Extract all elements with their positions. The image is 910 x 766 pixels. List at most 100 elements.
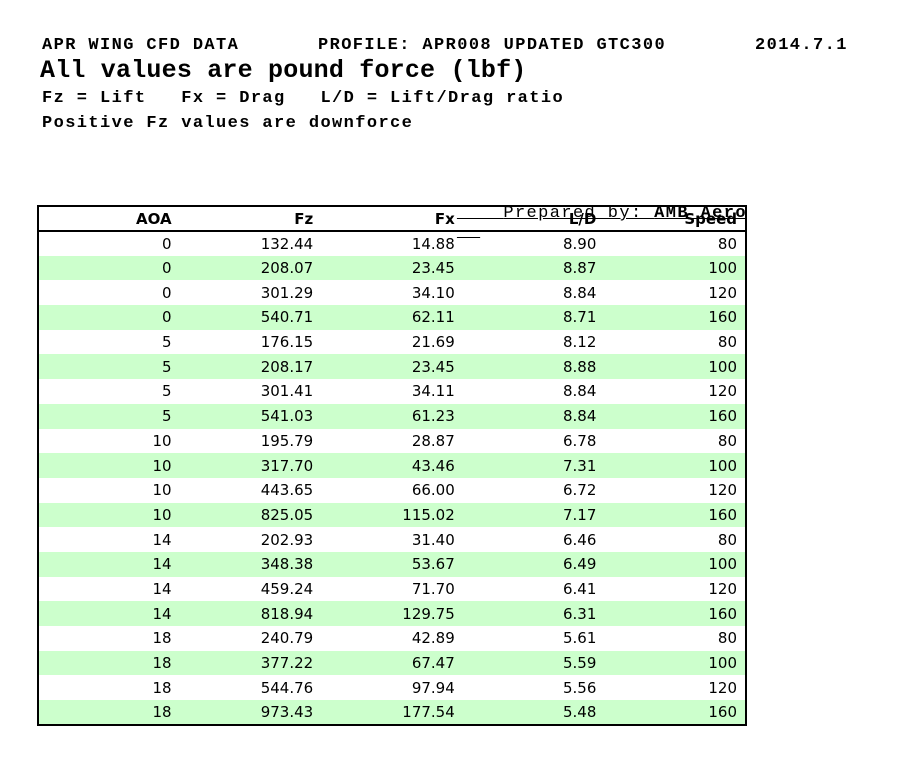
cell-fx: 21.69: [411, 333, 455, 352]
table-row: 5 208.17 23.45 8.88 100: [38, 354, 746, 380]
doc-date: 2014.7.1: [755, 36, 848, 55]
cell-aoa: 10: [152, 431, 172, 450]
cell-aoa: 5: [162, 357, 172, 376]
table-row: 5 176.15 21.69 8.12 80: [38, 330, 746, 355]
cell-fx: 34.10: [411, 283, 455, 302]
cell-l-d: 6.78: [562, 431, 597, 450]
cell-fx: 23.45: [411, 259, 455, 278]
cell-fz: 240.79: [260, 629, 314, 648]
cell-speed: 120: [708, 678, 737, 697]
table-row: 0 301.29 34.10 8.84 120: [38, 280, 746, 305]
cell-aoa: 10: [152, 505, 172, 524]
cell-fx: 71.70: [411, 579, 455, 598]
cell-aoa: 0: [162, 308, 172, 327]
cell-speed: 100: [708, 555, 737, 574]
cell-fx: 177.54: [402, 702, 455, 721]
cell-l-d: 6.49: [562, 555, 597, 574]
cell-fx: 34.11: [411, 382, 455, 401]
cell-speed: 160: [708, 604, 737, 623]
table-row: 10 195.79 28.87 6.78 80: [38, 429, 746, 454]
cell-fx: 43.46: [411, 456, 455, 475]
cell-l-d: 8.84: [562, 283, 597, 302]
cell-aoa: 0: [162, 234, 172, 253]
table-row: 18 544.76 97.94 5.56 120: [38, 675, 746, 700]
cell-l-d: 8.71: [562, 308, 597, 327]
cell-fx: 67.47: [411, 654, 455, 673]
cell-fx: 14.88: [411, 234, 455, 253]
column-header-speed: Speed: [604, 206, 746, 232]
cell-fx: 53.67: [411, 555, 455, 574]
cell-fz: 973.43: [260, 702, 314, 721]
cell-speed: 160: [708, 702, 737, 721]
table-row: 10 317.70 43.46 7.31 100: [38, 453, 746, 478]
cell-speed: 80: [717, 234, 737, 253]
cell-aoa: 5: [162, 382, 172, 401]
cell-aoa: 5: [162, 333, 172, 352]
cell-speed: 120: [708, 481, 737, 500]
cell-fz: 818.94: [260, 604, 314, 623]
cell-l-d: 7.17: [562, 505, 597, 524]
cell-l-d: 8.84: [562, 407, 597, 426]
table-row: 10 825.05 115.02 7.17 160: [38, 502, 746, 528]
cell-fz: 202.93: [260, 530, 314, 549]
table-row: 5 301.41 34.11 8.84 120: [38, 379, 746, 404]
cell-speed: 100: [708, 654, 737, 673]
table-row: 18 973.43 177.54 5.48 160: [38, 700, 746, 725]
cell-aoa: 14: [152, 579, 172, 598]
column-header-fx: Fx: [321, 206, 463, 232]
cell-speed: 100: [708, 456, 737, 475]
legend-note: Fz = Lift Fx = Drag L/D = Lift/Drag rati…: [42, 89, 565, 108]
cell-fz: 459.24: [260, 579, 314, 598]
cell-fx: 62.11: [411, 308, 455, 327]
cell-fx: 61.23: [411, 407, 455, 426]
cell-fz: 377.22: [260, 654, 314, 673]
cell-aoa: 18: [152, 654, 172, 673]
cell-speed: 80: [717, 333, 737, 352]
cell-l-d: 8.88: [562, 357, 597, 376]
cfd-data-table: AOA Fz Fx L/D Speed 0 132.44 14.88 8.90 80 0 208.0…: [37, 205, 747, 726]
cell-speed: 80: [717, 530, 737, 549]
cell-fx: 23.45: [411, 357, 455, 376]
cell-aoa: 14: [152, 604, 172, 623]
cell-l-d: 8.12: [562, 333, 597, 352]
cell-speed: 80: [717, 431, 737, 450]
table-row: 5 541.03 61.23 8.84 160: [38, 403, 746, 429]
cell-aoa: 14: [152, 555, 172, 574]
cell-l-d: 6.31: [562, 604, 597, 623]
cell-speed: 160: [708, 407, 737, 426]
cell-l-d: 7.31: [562, 456, 597, 475]
table-row: 0 132.44 14.88 8.90 80: [38, 231, 746, 256]
cell-aoa: 0: [162, 283, 172, 302]
cell-aoa: 5: [162, 407, 172, 426]
cell-speed: 80: [717, 629, 737, 648]
cell-fx: 129.75: [402, 604, 455, 623]
cell-speed: 120: [708, 382, 737, 401]
cell-fz: 208.07: [260, 259, 314, 278]
cell-aoa: 18: [152, 678, 172, 697]
doc-title: APR WING CFD DATA: [42, 36, 240, 55]
cell-fz: 176.15: [260, 333, 314, 352]
cell-l-d: 5.59: [562, 654, 597, 673]
units-note: All values are pound force (lbf): [40, 56, 527, 85]
cell-fz: 544.76: [260, 678, 314, 697]
cell-fz: 825.05: [260, 505, 314, 524]
table-row: 14 459.24 71.70 6.41 120: [38, 577, 746, 602]
cell-fz: 301.29: [260, 283, 314, 302]
cell-fz: 317.70: [260, 456, 314, 475]
cell-fz: 195.79: [260, 431, 314, 450]
cell-fx: 97.94: [411, 678, 455, 697]
cell-aoa: 18: [152, 629, 172, 648]
table-row: 18 240.79 42.89 5.61 80: [38, 626, 746, 651]
cell-aoa: 10: [152, 456, 172, 475]
cell-fx: 28.87: [411, 431, 455, 450]
cell-fx: 115.02: [402, 505, 455, 524]
column-header-fz: Fz: [179, 206, 322, 232]
cell-fz: 132.44: [260, 234, 314, 253]
table-header-row: AOA Fz Fx L/D Speed: [38, 206, 746, 232]
cell-fx: 66.00: [411, 481, 455, 500]
cell-l-d: 6.41: [562, 579, 597, 598]
table-row: 18 377.22 67.47 5.59 100: [38, 650, 746, 676]
cell-l-d: 5.61: [562, 629, 597, 648]
cell-fz: 301.41: [260, 382, 314, 401]
